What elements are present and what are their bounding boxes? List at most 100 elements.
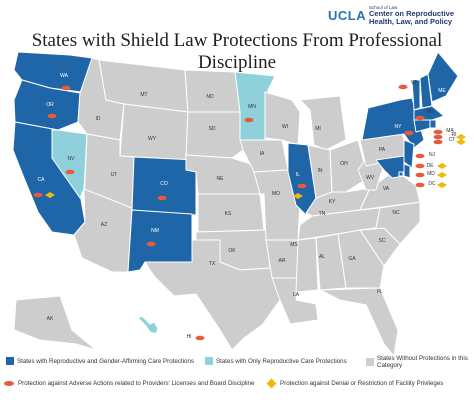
facility-marker-de: [437, 163, 447, 169]
state-ny: [361, 97, 425, 149]
adverse-marker-ca: [33, 192, 43, 198]
state-label-ne: NE: [217, 176, 225, 182]
state-label-nm: NM: [151, 228, 159, 234]
state-label-oh: OH: [340, 161, 348, 167]
state-wy: [119, 103, 189, 161]
state-label-ga: GA: [348, 256, 356, 262]
state-oh: [329, 139, 369, 193]
adverse-marker-dc: [415, 182, 425, 188]
adverse-marker-nv: [65, 169, 75, 175]
state-label-mn: MN: [248, 104, 256, 110]
state-ri: [429, 119, 437, 129]
logo-school: School of Law: [369, 5, 398, 10]
state-label-ut: UT: [111, 172, 118, 178]
state-label-ok: OK: [228, 248, 236, 254]
state-hi: [137, 315, 159, 335]
legend-full-label: States with Reproductive and Gender-Affi…: [17, 357, 195, 365]
state-wi: [264, 91, 301, 146]
state-co: [131, 156, 197, 216]
facility-marker-il: [293, 193, 303, 199]
state-label-me: ME: [438, 88, 446, 94]
state-ak: [13, 295, 97, 351]
legend-facility: Protection against Denial or Restriction…: [266, 378, 444, 389]
state-label-va: VA: [383, 186, 390, 192]
state-label-wa: WA: [60, 73, 69, 79]
state-label-mo: MO: [272, 191, 280, 197]
state-label-ri: RI: [452, 132, 457, 138]
state-label-nh: NH: [426, 109, 434, 115]
title-line-2: Discipline: [197, 52, 277, 73]
state-label-nc: NC: [392, 210, 400, 216]
state-label-id: ID: [96, 116, 101, 122]
facility-marker-ca: [45, 192, 55, 198]
legend-adverse-label: Protection against Adverse Actions relat…: [18, 380, 255, 387]
state-nj: [403, 139, 415, 169]
state-label-pa: PA: [379, 147, 386, 153]
state-label-al: AL: [319, 254, 325, 260]
adverse-marker-md: [415, 172, 425, 178]
adverse-marker-il: [297, 183, 307, 189]
adverse-marker-hi: [195, 335, 205, 341]
legend-none-swatch: [366, 358, 374, 366]
state-label-nd: ND: [206, 94, 214, 100]
adverse-marker-co: [157, 195, 167, 201]
adverse-marker-nh: [415, 115, 425, 121]
state-label-sc: SC: [379, 238, 386, 244]
state-ga: [337, 229, 385, 289]
adverse-marker-ri: [433, 134, 443, 140]
state-label-nv: NV: [68, 156, 76, 162]
state-label-vt: VT: [411, 80, 417, 86]
adverse-marker-nj: [415, 153, 425, 159]
adverse-marker-mn: [244, 117, 254, 123]
state-label-tx: TX: [209, 261, 216, 267]
state-label-ky: KY: [329, 199, 336, 205]
logo-center: Center on Reproductive Health, Law, and …: [369, 9, 455, 26]
state-label-ca: CA: [38, 177, 46, 183]
state-label-tn: TN: [319, 211, 326, 217]
legend-repro-only-swatch: [205, 357, 213, 365]
state-label-dc: DC: [428, 181, 436, 187]
adverse-marker-or: [47, 113, 57, 119]
state-or: [13, 79, 81, 131]
adverse-marker-wa: [61, 85, 71, 91]
state-label-wy: WY: [148, 136, 157, 142]
state-de: [403, 163, 411, 179]
state-md: [375, 155, 405, 179]
adverse-marker-ma: [433, 129, 443, 135]
legend-none: States Without Protections in this Categ…: [366, 355, 472, 369]
adverse-marker-ny: [404, 130, 414, 136]
state-ms: [295, 237, 319, 293]
state-label-fl: FL: [377, 289, 383, 295]
legend-full: States with Reproductive and Gender-Affi…: [6, 357, 194, 365]
legend-repro-only-label: States with Only Reproductive Care Prote…: [216, 357, 347, 365]
facility-marker-dc: [437, 182, 447, 188]
state-label-la: LA: [293, 292, 300, 298]
adverse-marker-nm: [146, 241, 156, 247]
state-mi: [299, 95, 347, 151]
map-title: States with Shield Law Protections From …: [0, 30, 474, 74]
state-label-mt: MT: [140, 92, 147, 98]
state-label-co: CO: [160, 181, 168, 187]
state-label-ar: AR: [279, 258, 286, 264]
state-nc: [359, 201, 421, 245]
legend-full-swatch: [6, 357, 14, 365]
state-label-sd: SD: [209, 126, 216, 132]
ucla-logo: UCLA School of Law Center on Reproductiv…: [326, 4, 472, 34]
legend: States with Reproductive and Gender-Affi…: [0, 352, 474, 403]
state-sd: [185, 111, 244, 159]
adverse-marker-ct: [433, 139, 443, 145]
state-nd: [184, 69, 241, 113]
title-line-1: States with Shield Law Protections From …: [31, 30, 443, 51]
state-fl: [319, 287, 399, 357]
adverse-marker-icon: [4, 381, 14, 386]
legend-adverse: Protection against Adverse Actions relat…: [4, 380, 254, 387]
state-label-mi: MI: [315, 126, 321, 132]
state-label-wi: WI: [282, 124, 288, 130]
state-label-wv: WV: [366, 175, 375, 181]
facility-marker-icon: [266, 378, 277, 389]
state-label-in: IN: [318, 168, 323, 174]
state-label-ct: CT: [449, 137, 456, 143]
state-label-de: DE: [427, 163, 435, 169]
legend-facility-label: Protection against Denial or Restriction…: [280, 380, 444, 387]
